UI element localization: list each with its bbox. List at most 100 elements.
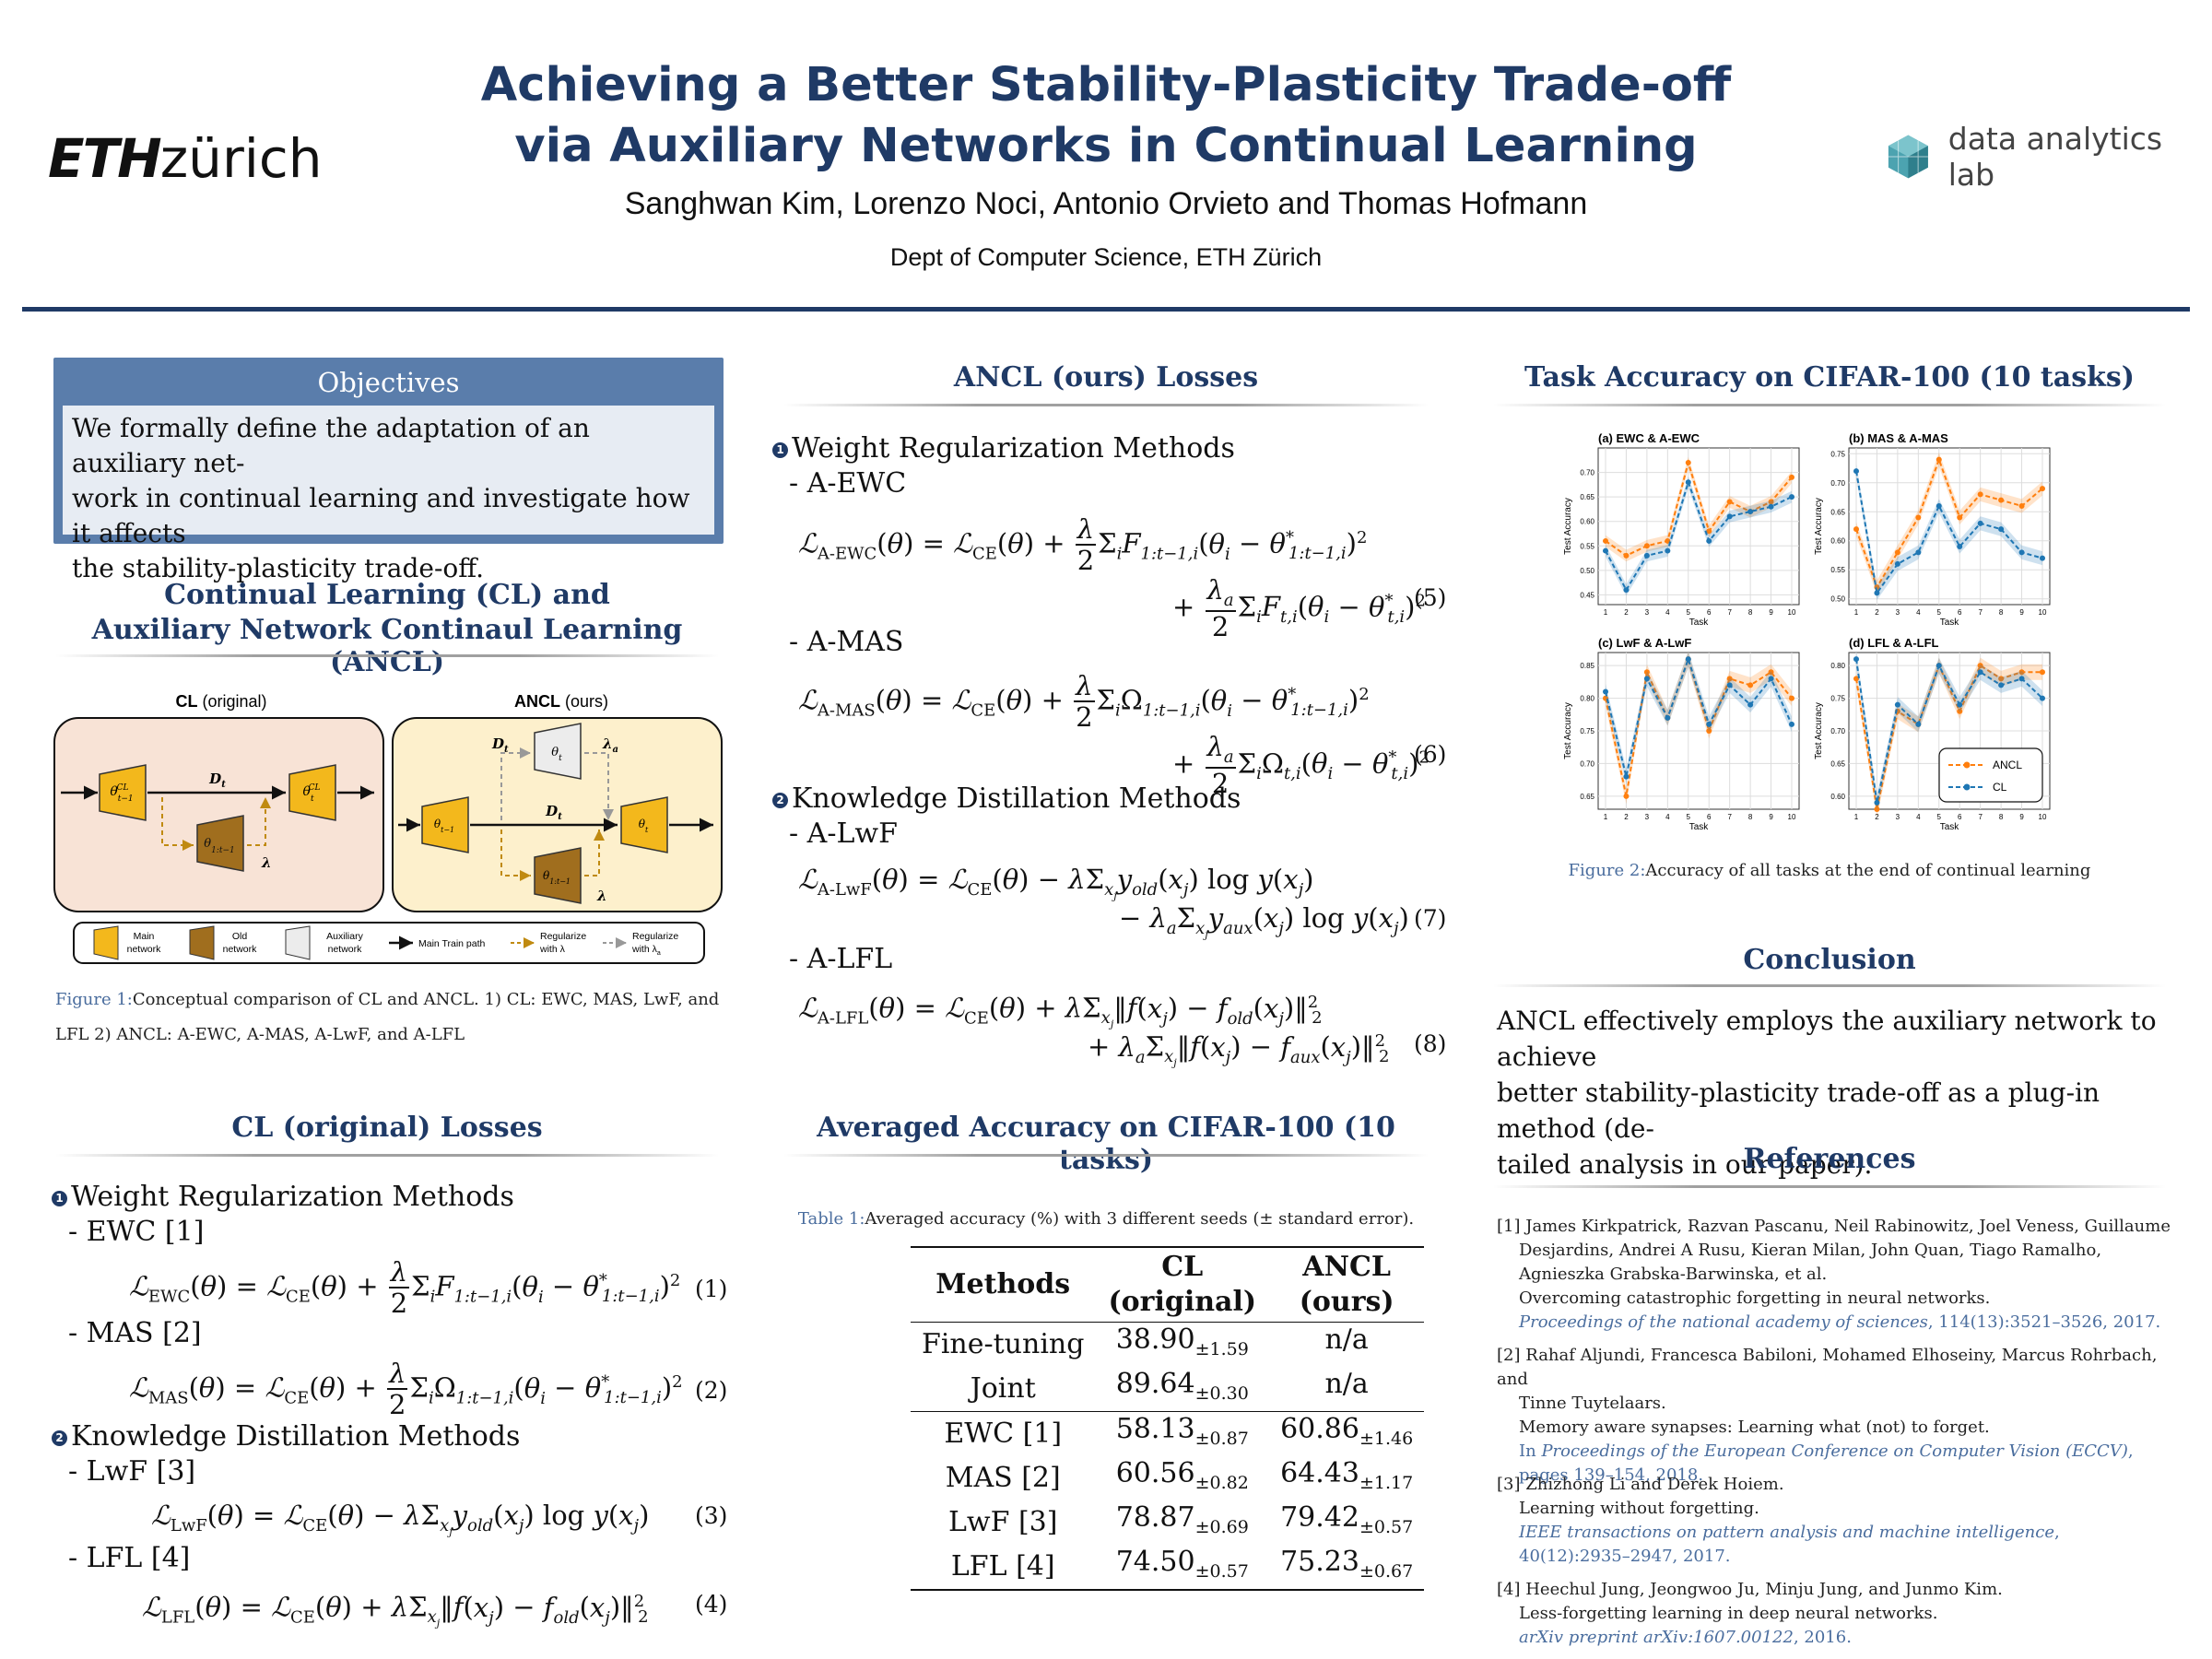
x-tick-label: 6 bbox=[1958, 608, 1962, 617]
section-divider bbox=[1493, 984, 2166, 987]
cell-value: 78.87 bbox=[1115, 1501, 1195, 1534]
series-error-band bbox=[1606, 456, 1792, 562]
section-divider bbox=[55, 1154, 719, 1157]
cell-method: Fine-tuning bbox=[922, 1328, 1085, 1360]
y-tick-label: 0.75 bbox=[1830, 450, 1845, 458]
y-tick-label: 0.80 bbox=[1830, 662, 1845, 670]
cell-value: 64.43 bbox=[1280, 1457, 1359, 1489]
legend-marker bbox=[1963, 783, 1971, 791]
cell-value: 75.23 bbox=[1280, 1546, 1359, 1578]
data-point bbox=[2018, 676, 2025, 682]
chart-title: (b) MAS & A-MAS bbox=[1849, 431, 1948, 445]
data-point bbox=[1957, 514, 1963, 521]
ancl-alwf-label: - A-LwF bbox=[789, 818, 898, 850]
figure-2-caption: Figure 2:Accuracy of all tasks at the en… bbox=[1568, 861, 2091, 880]
results-table: Methods CL (original) ANCL (ours) Fine-tun… bbox=[911, 1246, 1425, 1591]
figure-1-caption: Figure 1:Conceptual comparison of CL and… bbox=[55, 982, 728, 1053]
cl-group1: 1 Weight Regularization Methods bbox=[52, 1180, 514, 1215]
x-axis-label: Task bbox=[1940, 822, 1960, 832]
conclusion-heading: Conclusion bbox=[1743, 944, 1916, 976]
data-point bbox=[1623, 793, 1630, 799]
table-row: LFL [4] 74.50±0.57 75.23±0.67 bbox=[911, 1545, 1425, 1590]
caption-text: LFL 2) ANCL: A-EWC, A-MAS, A-LwF, and A-… bbox=[55, 1025, 465, 1044]
cell-stderr: ±0.67 bbox=[1359, 1561, 1414, 1582]
data-point bbox=[1623, 552, 1630, 559]
cell-stderr: ±0.30 bbox=[1194, 1383, 1249, 1404]
affiliation: Dept of Computer Science, ETH Zürich bbox=[889, 243, 1323, 271]
table-row: LwF [3] 78.87±0.69 79.42±0.57 bbox=[911, 1500, 1424, 1545]
cell-stderr: ±0.87 bbox=[1194, 1429, 1249, 1449]
eq-number: (8) bbox=[1414, 1030, 1447, 1057]
conclusion-body: ANCL effectively employs the auxiliary n… bbox=[1497, 1006, 2157, 1180]
y-tick-label: 0.75 bbox=[1580, 727, 1594, 735]
cl-ancl-heading-line1: Continual Learning (CL) and bbox=[164, 579, 610, 611]
eq-number: (1) bbox=[695, 1276, 728, 1302]
objectives-line: the stability-plasticity trade-off. bbox=[72, 553, 485, 583]
cl-ancl-heading-line2: Auxiliary Network Continaul Learning (AN… bbox=[91, 614, 683, 678]
cell-stderr: ±0.57 bbox=[1359, 1517, 1414, 1537]
data-analytics-lab-logo: data analytics lab bbox=[1885, 121, 2212, 193]
cell-ancl: 75.23±0.67 bbox=[1269, 1545, 1424, 1590]
cell-value: 60.56 bbox=[1115, 1457, 1195, 1489]
cl-lwf-label: - LwF [3] bbox=[68, 1455, 196, 1488]
svg-text:λ: λ bbox=[261, 854, 272, 871]
table-row: EWC [1] 58.13±0.87 60.86±1.46 bbox=[911, 1412, 1424, 1457]
x-tick-label: 2 bbox=[1624, 813, 1629, 821]
data-point bbox=[1665, 547, 1671, 554]
svg-text:θt: θt bbox=[639, 818, 649, 834]
series-line-ancl bbox=[1605, 459, 1793, 558]
panel-ancl bbox=[392, 717, 723, 912]
y-tick-label: 0.65 bbox=[1830, 759, 1845, 768]
main-network-icon bbox=[620, 796, 668, 853]
eq-a-lwf-line2: − λaΣxjyaux(xj) log y(xj) bbox=[1119, 902, 1409, 941]
cell-cl: 74.50±0.57 bbox=[1095, 1545, 1269, 1590]
cell-value: n/a bbox=[1324, 1324, 1369, 1356]
data-point bbox=[2018, 549, 2025, 556]
x-tick-label: 8 bbox=[1748, 813, 1753, 821]
eq-ewc: ℒEWC(θ) = ℒCE(θ) + λ 2 ΣiF1:t−1,i(θi − θ*1… bbox=[129, 1256, 681, 1319]
x-tick-label: 10 bbox=[2039, 608, 2047, 617]
series-line-ancl bbox=[1855, 456, 2043, 590]
eq-a-mas-line2: + λa 2 ΣiΩt,i(θi − θ*t,i)2 bbox=[1172, 731, 1430, 799]
old-network-icon bbox=[534, 847, 582, 904]
y-tick-label: 0.75 bbox=[1830, 695, 1845, 703]
x-tick-label: 8 bbox=[1999, 608, 2004, 617]
objectives-line: work in continual learning and investiga… bbox=[72, 483, 690, 548]
series-line-cl bbox=[1855, 658, 2043, 804]
cell-stderr: ±0.57 bbox=[1194, 1561, 1249, 1582]
chart-title: (a) EWC & A-EWC bbox=[1598, 431, 1700, 445]
section-divider bbox=[1493, 1185, 2166, 1188]
series-error-band bbox=[1606, 651, 1792, 785]
data-point bbox=[1874, 806, 1880, 812]
data-point bbox=[1853, 526, 1859, 533]
x-tick-label: 4 bbox=[1916, 608, 1921, 617]
cell-cl: 38.90±1.59 bbox=[1095, 1323, 1269, 1368]
data-point bbox=[1726, 513, 1733, 520]
main-network-icon bbox=[288, 764, 336, 821]
data-point bbox=[1623, 773, 1630, 780]
chart-legend bbox=[1938, 747, 2043, 803]
data-point bbox=[1894, 549, 1900, 556]
eq-a-ewc-line2: + λa 2 ΣiFt,i(θi − θ*t,i)2 bbox=[1172, 574, 1426, 642]
data-point bbox=[1726, 682, 1733, 688]
cell-method: Joint bbox=[970, 1372, 1036, 1405]
y-tick-label: 0.80 bbox=[1580, 695, 1594, 703]
svg-text:with λ: with λ bbox=[539, 944, 566, 955]
reference-3: [3] Zhizhong Li and Derek Hoiem. Learnin… bbox=[1497, 1475, 2060, 1566]
cell-method: LwF [3] bbox=[948, 1506, 1058, 1538]
x-tick-label: 6 bbox=[1958, 813, 1962, 821]
col-ancl: ANCL (ours) bbox=[1299, 1251, 1394, 1318]
main-network-icon bbox=[421, 796, 469, 853]
cell-stderr: ±0.82 bbox=[1194, 1473, 1249, 1493]
data-point bbox=[1936, 663, 1942, 669]
legend-label: ANCL bbox=[1993, 759, 2022, 771]
x-tick-label: 1 bbox=[1854, 608, 1859, 617]
x-tick-label: 10 bbox=[1788, 813, 1796, 821]
data-point bbox=[1768, 503, 1774, 510]
y-tick-label: 0.85 bbox=[1580, 662, 1594, 670]
x-tick-label: 5 bbox=[1937, 813, 1942, 821]
table-1-caption: Table 1:Averaged accuracy (%) with 3 dif… bbox=[797, 1209, 1415, 1229]
objectives-heading: Objectives bbox=[317, 367, 460, 398]
section-divider bbox=[55, 654, 719, 657]
ancl-amas-label: - A-MAS bbox=[789, 626, 904, 658]
